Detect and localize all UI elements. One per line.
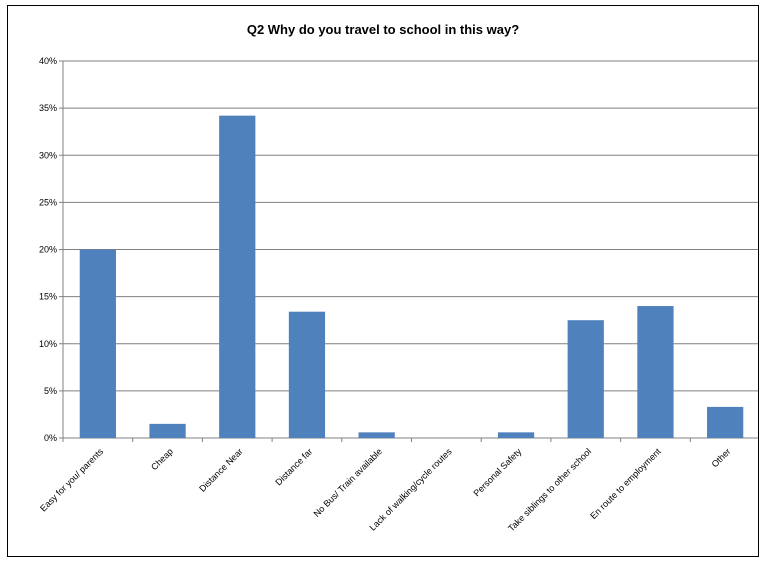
x-tick-label: Cheap [149, 446, 175, 472]
chart-title: Q2 Why do you travel to school in this w… [246, 22, 520, 37]
y-tick-label: 25% [39, 197, 57, 207]
bar [149, 423, 186, 438]
bar [288, 311, 326, 438]
x-tick-label: Distance far [273, 446, 314, 487]
y-tick-label: 0% [44, 433, 57, 443]
y-tick-label: 30% [39, 150, 57, 160]
chart-frame: Q2 Why do you travel to school in this w… [7, 5, 759, 557]
x-tick-label: Take siblings to other school [506, 446, 593, 533]
y-tick-label: 5% [44, 386, 57, 396]
y-tick-label: 40% [39, 56, 57, 66]
chart-canvas: 0% 5% 10% 15% 20% 25% 30% 35% 40% Easy for you/ p… [38, 56, 758, 533]
x-tick-label: Distance Near [197, 446, 244, 493]
x-tick-label: Easy for you/ parents [38, 446, 106, 514]
y-tick-label: 20% [39, 245, 57, 255]
bar [219, 115, 256, 438]
bar [358, 432, 395, 438]
bar [79, 249, 116, 438]
x-tick-label: Personal Safety [471, 446, 523, 498]
y-tick-label: 35% [39, 103, 57, 113]
bar [637, 306, 674, 438]
bar [567, 320, 604, 438]
bar [707, 406, 744, 438]
x-tick-label: No Bus/ Train available [312, 446, 385, 519]
y-tick-label: 15% [39, 292, 57, 302]
x-tick-label: Other [710, 446, 733, 469]
y-tick-label: 10% [39, 339, 57, 349]
x-tick-label: Lack of walking/cycle routes [367, 446, 454, 533]
bar [497, 432, 535, 438]
x-tick-label: En route to employment [588, 446, 663, 521]
